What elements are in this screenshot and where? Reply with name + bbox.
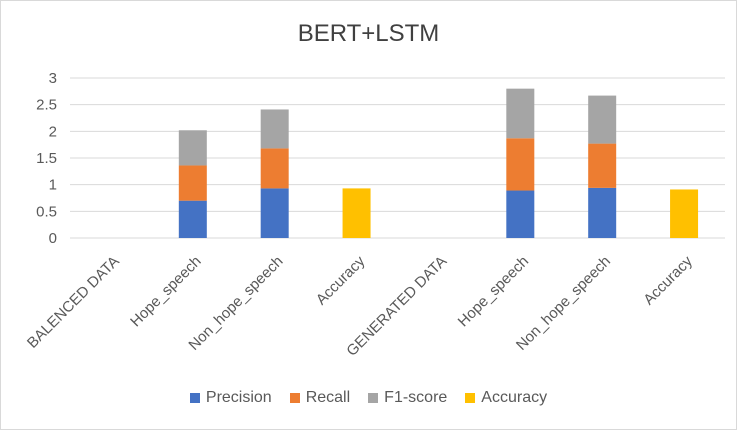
y-tick-label: 3 xyxy=(49,70,57,87)
x-category-label: Hope_speech xyxy=(455,253,532,330)
bar-precision xyxy=(506,190,535,238)
legend-swatch xyxy=(368,393,379,403)
legend-item: Accuracy xyxy=(465,389,547,407)
y-tick-label: 1.5 xyxy=(36,150,57,167)
legend-label: Accuracy xyxy=(481,389,548,406)
x-category-label: BALENCED DATA xyxy=(24,253,123,352)
bar-f1-score xyxy=(588,95,617,144)
chart-title: BERT+LSTM xyxy=(297,20,440,47)
y-tick-label: 2.5 xyxy=(36,97,57,114)
legend-item: Recall xyxy=(289,389,351,407)
y-tick-label: 0 xyxy=(49,230,57,247)
bar-recall xyxy=(260,148,289,189)
legend-swatch xyxy=(465,393,476,403)
bar-recall xyxy=(506,138,535,191)
y-tick-label: 0.5 xyxy=(36,203,57,220)
bar-recall xyxy=(588,143,617,188)
legend-swatch xyxy=(189,393,200,403)
legend-item: Precision xyxy=(189,389,272,407)
bar-precision xyxy=(588,187,617,238)
bar-f1-score xyxy=(506,88,535,139)
y-tick-label: 2 xyxy=(49,123,57,140)
legend-swatch xyxy=(289,393,300,403)
legend-label: Precision xyxy=(205,389,272,406)
x-category-label: Hope_speech xyxy=(127,253,204,330)
legend-label: F1-score xyxy=(384,389,448,406)
legend: Precision Recall F1-score Accuracy xyxy=(0,389,737,407)
y-tick-label: 1 xyxy=(49,177,57,194)
bar-accuracy xyxy=(342,188,371,238)
x-category-label: Accuracy xyxy=(313,252,369,308)
bar-precision xyxy=(178,200,207,238)
x-category-label: Accuracy xyxy=(640,252,696,308)
bar-accuracy xyxy=(670,189,699,238)
legend-item: F1-score xyxy=(368,389,447,407)
bar-recall xyxy=(178,165,207,201)
bar-precision xyxy=(260,188,289,238)
y-axis-ticks: 0 0.5 1 1.5 2 2.5 3 xyxy=(36,70,57,247)
bar-f1-score xyxy=(260,109,289,149)
legend-label: Recall xyxy=(305,389,351,406)
bar-f1-score xyxy=(178,130,207,166)
bars xyxy=(178,88,699,238)
gridlines xyxy=(70,77,725,239)
